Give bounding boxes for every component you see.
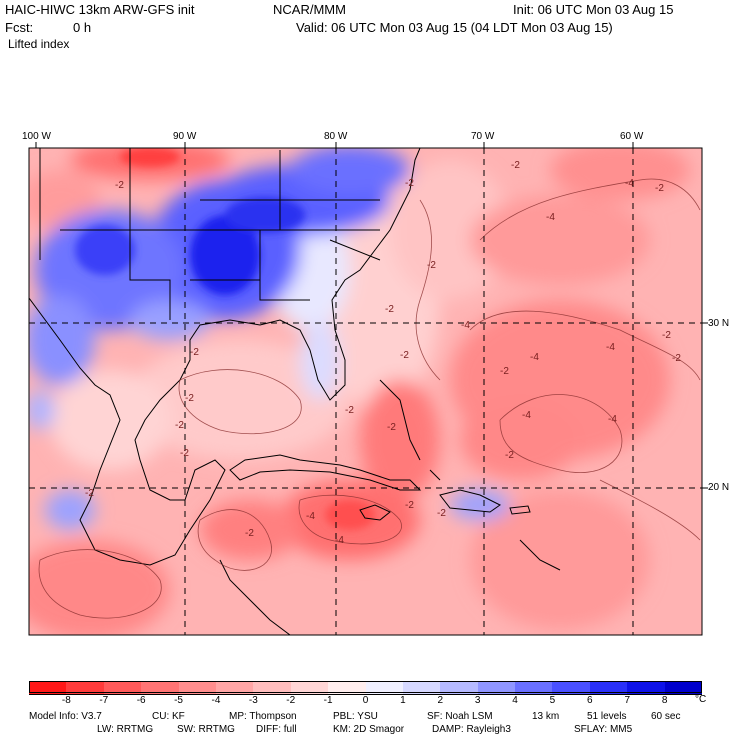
- contour-label: -2: [185, 393, 194, 404]
- latlon-grid: [29, 148, 702, 635]
- lon-label-90w: 90 W: [173, 131, 197, 142]
- model-info-item: DIFF: full: [256, 724, 297, 735]
- contour-label: -2: [405, 178, 414, 189]
- model-info-item: 60 sec: [651, 711, 681, 722]
- model-info-item: PBL: YSU: [333, 711, 378, 722]
- contour-label: -4: [522, 410, 531, 421]
- contour-label: -2: [387, 422, 396, 433]
- colorbar-unit: °C: [695, 694, 707, 705]
- contour-label: -2: [405, 500, 414, 511]
- contour-label: -2: [245, 528, 254, 539]
- fcst-value: 0 h: [73, 20, 92, 35]
- lat-label-20n: 20 N: [708, 482, 730, 493]
- colorbar-label: -4: [211, 695, 221, 706]
- contour-label: -2: [505, 450, 514, 461]
- model-info-item: Model Info: V3.7: [29, 711, 102, 722]
- contour-label: -2: [175, 420, 184, 431]
- contour-label: -2: [500, 366, 509, 377]
- contour-label: -4: [608, 414, 617, 425]
- contour-label: -4: [461, 320, 470, 331]
- contour-label: -2: [662, 330, 671, 341]
- contour-label: -4: [625, 178, 634, 189]
- contour-label: -4: [306, 511, 315, 522]
- colorbar-label: -1: [323, 695, 333, 706]
- contour-label: -4: [335, 535, 344, 546]
- colorbar-label: 8: [661, 695, 668, 706]
- field-name: Lifted index: [8, 37, 70, 51]
- colorbar-label: -7: [99, 695, 109, 706]
- model-info-item: SW: RRTMG: [177, 724, 235, 735]
- axis-ticks: [35, 142, 708, 489]
- contour-label: -2: [655, 183, 664, 194]
- model-info-item: CU: KF: [152, 711, 185, 722]
- lon-label-100w: 100 W: [22, 131, 51, 142]
- lon-label-60w: 60 W: [620, 131, 644, 142]
- contour-label: -2: [115, 180, 124, 191]
- colorbar-label: -2: [286, 695, 296, 706]
- colorbar-label: 7: [624, 695, 630, 706]
- contour-label: -2: [672, 353, 681, 364]
- fcst-label: Fcst:: [5, 20, 34, 35]
- colorbar-label: -8: [61, 695, 71, 706]
- init-time: Init: 06 UTC Mon 03 Aug 15: [513, 2, 674, 17]
- lon-label-70w: 70 W: [471, 131, 495, 142]
- contour-label: -2: [190, 347, 199, 358]
- contour-label: -2: [427, 260, 436, 271]
- map-frame: [28, 147, 703, 636]
- lat-label-30n: 30 N: [708, 318, 730, 329]
- model-info-item: DAMP: Rayleigh3: [432, 724, 511, 735]
- colorbar-label: 0: [362, 695, 369, 706]
- contour-label: -2: [345, 405, 354, 416]
- contours: [38, 178, 701, 619]
- contour-label: -2: [385, 304, 394, 315]
- colorbar-label: 4: [512, 695, 518, 706]
- contour-label: -2: [511, 160, 520, 171]
- model-info-item: 51 levels: [587, 711, 627, 722]
- model-info-item: SF: Noah LSM: [427, 711, 493, 722]
- model-info-item: 13 km: [532, 711, 560, 722]
- contour-label: -4: [606, 342, 615, 353]
- colorbar-label: -6: [136, 695, 146, 706]
- contour-label: -2: [180, 448, 189, 459]
- contour-label: -4: [546, 212, 555, 223]
- contour-label: -2: [437, 508, 446, 519]
- org-label: NCAR/MMM: [273, 2, 346, 17]
- colorbar-label: -5: [174, 695, 183, 706]
- colorbar-label: -3: [248, 695, 258, 706]
- model-info-item: KM: 2D Smagor: [333, 724, 405, 735]
- colorbar-label: 2: [437, 695, 444, 706]
- colorbar-label: 1: [400, 695, 406, 706]
- colorbar-label: 5: [549, 695, 556, 706]
- contour-label: -2: [85, 488, 94, 499]
- colorbar-label: 3: [474, 695, 481, 706]
- model-title: HAIC-HIWC 13km ARW-GFS init: [5, 2, 195, 17]
- contour-label: -2: [400, 350, 409, 361]
- coastlines: [29, 148, 561, 635]
- lon-label-80w: 80 W: [324, 131, 348, 142]
- contour-label: -4: [530, 352, 539, 363]
- model-info-item: MP: Thompson: [229, 711, 297, 722]
- colorbar-frame: [29, 681, 702, 693]
- model-info-item: SFLAY: MM5: [574, 724, 633, 735]
- valid-time: Valid: 06 UTC Mon 03 Aug 15 (04 LDT Mon …: [296, 20, 613, 35]
- model-info-item: LW: RRTMG: [97, 724, 154, 735]
- colorbar-label: 6: [587, 695, 593, 706]
